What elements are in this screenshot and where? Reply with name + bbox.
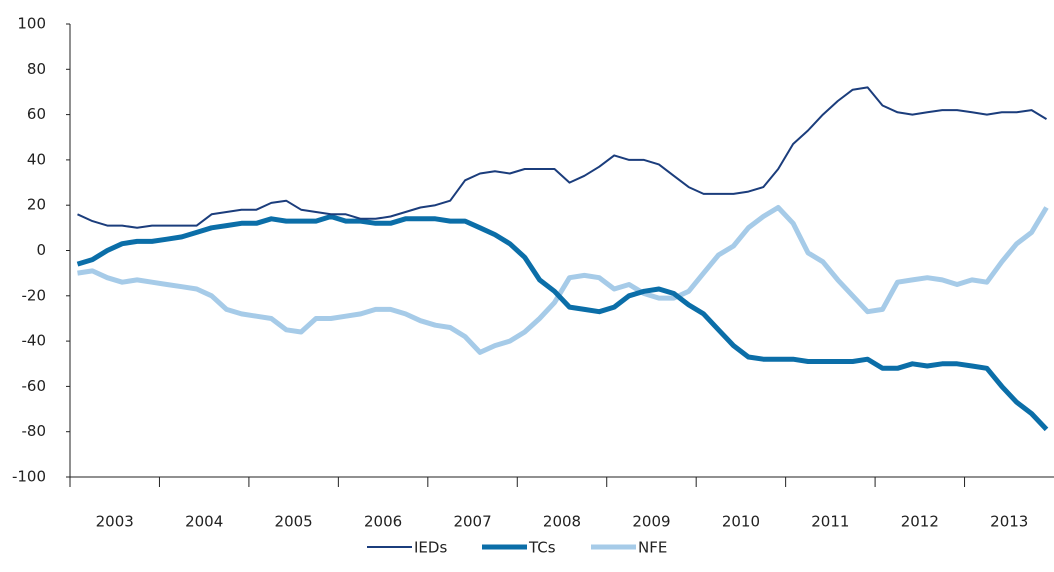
y-tick-label: 0 [36, 241, 46, 259]
x-tick-label: 2005 [275, 513, 313, 531]
y-tick-label: 100 [17, 15, 46, 33]
line-tcs [76, 214, 1049, 432]
x-tick-label: 2006 [364, 513, 402, 531]
y-tick-label: -20 [22, 286, 47, 304]
x-tick-label: 2013 [990, 513, 1028, 531]
y-tick-label: 60 [27, 105, 46, 123]
y-tick-label: -100 [12, 468, 46, 486]
y-tick-label: 80 [27, 60, 46, 78]
x-tick-label: 2012 [901, 513, 939, 531]
legend-item: NFE [591, 539, 667, 557]
x-tick-label: 2004 [185, 513, 223, 531]
x-tick-label: 2003 [96, 513, 134, 531]
line-ieds [77, 86, 1048, 229]
y-tick-label: 40 [27, 150, 46, 168]
x-tick-label: 2008 [543, 513, 581, 531]
y-tick-label: 20 [27, 196, 46, 214]
legend-label: NFE [638, 539, 667, 557]
legend-label: TCs [528, 539, 556, 557]
legend-item: TCs [482, 539, 556, 557]
y-tick-label: -60 [22, 377, 47, 395]
y-tick-label: -40 [22, 332, 47, 350]
x-tick-label: 2009 [632, 513, 670, 531]
x-tick-label: 2007 [453, 513, 491, 531]
x-tick-label: 2011 [811, 513, 849, 531]
legend-item: IEDs [367, 539, 447, 557]
legend-label: IEDs [414, 539, 447, 557]
line-nfe [77, 205, 1049, 355]
y-tick-label: -80 [22, 422, 47, 440]
x-tick-label: 2010 [722, 513, 760, 531]
